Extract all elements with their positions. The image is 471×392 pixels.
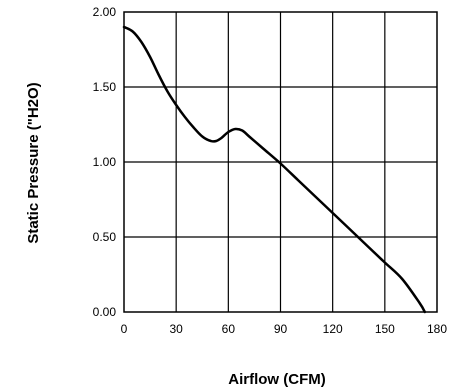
- x-tick-label: 150: [375, 322, 395, 336]
- y-tick-label: 1.00: [93, 155, 117, 169]
- airflow-pressure-curve: [122, 25, 427, 314]
- plot-frame: [123, 11, 438, 313]
- y-tick-label: 2.00: [93, 5, 117, 19]
- x-axis-label: Airflow (CFM): [228, 371, 325, 388]
- y-tick-label: 0.50: [93, 230, 117, 244]
- y-axis-label: Static Pressure ("H2O): [25, 82, 42, 243]
- y-tick-label: 0.00: [93, 305, 117, 319]
- y-tick-label: 1.50: [93, 80, 117, 94]
- x-tick-label: 60: [222, 322, 236, 336]
- y-tick-labels: 0.00 0.50 1.00 1.50 2.00: [93, 5, 117, 319]
- x-tick-label: 0: [121, 322, 128, 336]
- x-tick-label: 120: [323, 322, 343, 336]
- x-tick-labels: 0 30 60 90 120 150 180: [121, 322, 448, 336]
- x-tick-label: 90: [274, 322, 288, 336]
- x-tick-label: 180: [427, 322, 447, 336]
- x-tick-label: 30: [169, 322, 183, 336]
